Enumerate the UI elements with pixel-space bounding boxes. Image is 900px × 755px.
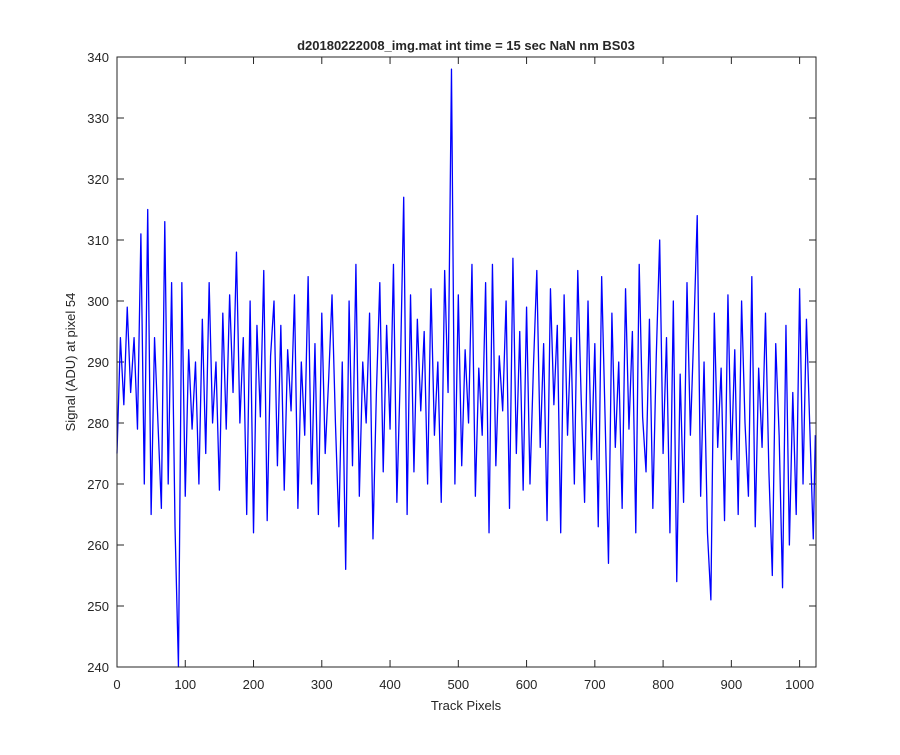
x-tick-label: 1000 [785, 677, 814, 692]
x-tick-label: 800 [652, 677, 674, 692]
y-tick-label: 250 [87, 599, 109, 614]
x-tick-label: 100 [174, 677, 196, 692]
y-tick-label: 260 [87, 538, 109, 553]
y-tick-label: 310 [87, 233, 109, 248]
x-tick-label: 500 [447, 677, 469, 692]
y-tick-label: 240 [87, 660, 109, 675]
y-tick-label: 340 [87, 50, 109, 65]
y-tick-label: 330 [87, 111, 109, 126]
y-tick-label: 300 [87, 294, 109, 309]
x-tick-label: 700 [584, 677, 606, 692]
y-tick-label: 270 [87, 477, 109, 492]
data-line [116, 68, 816, 668]
y-tick-label: 280 [87, 416, 109, 431]
y-tick-label: 290 [87, 355, 109, 370]
axes-box [116, 56, 817, 668]
x-tick-label: 400 [379, 677, 401, 692]
x-tick-label: 300 [311, 677, 333, 692]
y-axis-label: Signal (ADU) at pixel 54 [63, 293, 78, 432]
x-tick-label: 200 [243, 677, 265, 692]
x-tick-label: 900 [721, 677, 743, 692]
x-axis-label: Track Pixels [431, 698, 502, 713]
x-tick-label: 0 [113, 677, 120, 692]
chart-title: d20180222008_img.mat int time = 15 sec N… [297, 38, 635, 53]
x-tick-label: 600 [516, 677, 538, 692]
y-tick-label: 320 [87, 172, 109, 187]
